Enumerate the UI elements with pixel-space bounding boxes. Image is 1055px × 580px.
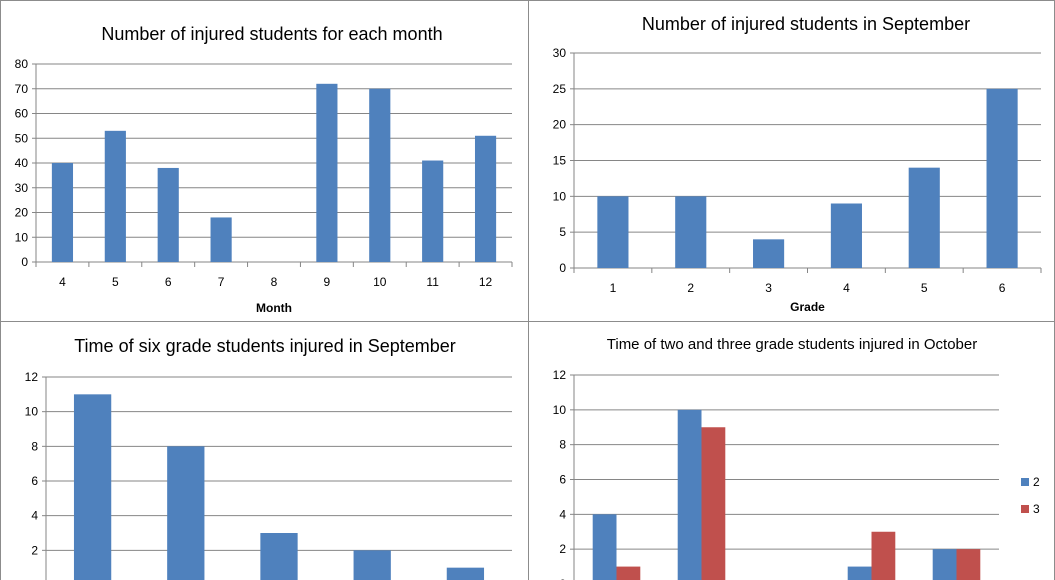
bar xyxy=(353,550,391,580)
bar xyxy=(316,83,338,262)
bar-series-2 xyxy=(677,409,702,580)
x-tick-label: 8 xyxy=(271,275,278,289)
y-tick-label: 15 xyxy=(553,154,567,168)
y-tick-label: 0 xyxy=(31,578,38,580)
y-tick-label: 0 xyxy=(559,577,566,580)
x-axis-label: Month xyxy=(256,301,292,315)
chart-panel-october-time: Time of two and three grade students inj… xyxy=(528,321,1055,580)
bar xyxy=(474,135,497,262)
y-tick-label: 30 xyxy=(553,46,567,60)
bar xyxy=(675,196,707,268)
bar xyxy=(753,239,785,268)
chart-title: Number of injured students in September xyxy=(642,14,970,34)
legend-label: 3 xyxy=(1033,502,1040,516)
legend-swatch xyxy=(1021,478,1029,486)
y-tick-label: 50 xyxy=(15,131,29,145)
y-tick-label: 2 xyxy=(559,542,566,556)
y-tick-label: 8 xyxy=(31,439,38,453)
chart-october-time: Time of two and three grade students inj… xyxy=(553,336,1040,580)
chart-title: Time of six grade students injured in Se… xyxy=(74,336,456,356)
bar xyxy=(369,88,391,262)
y-tick-label: 5 xyxy=(559,225,566,239)
y-tick-label: 30 xyxy=(15,181,29,195)
y-tick-label: 20 xyxy=(15,206,29,220)
x-tick-label: 4 xyxy=(59,275,66,289)
y-tick-label: 6 xyxy=(559,473,566,487)
chart-title: Time of two and three grade students inj… xyxy=(607,336,977,353)
bar xyxy=(422,160,444,262)
bar xyxy=(446,567,485,580)
y-tick-label: 40 xyxy=(15,156,29,170)
x-tick-label: 10 xyxy=(373,275,387,289)
y-tick-label: 0 xyxy=(559,261,566,275)
bar xyxy=(597,196,629,268)
bar xyxy=(260,533,298,580)
x-tick-label: 6 xyxy=(999,281,1006,295)
bar-series-2 xyxy=(592,514,617,580)
chart-panel-september-grade: Number of injured students in September 0… xyxy=(528,0,1055,322)
y-tick-label: 80 xyxy=(15,57,29,71)
bar-series-2 xyxy=(847,566,872,580)
x-tick-label: 11 xyxy=(426,275,439,289)
x-tick-label: 1 xyxy=(610,281,617,295)
bar-series-3 xyxy=(616,566,641,580)
x-tick-label: 12 xyxy=(479,275,493,289)
y-tick-label: 4 xyxy=(559,507,566,521)
bar xyxy=(210,217,232,262)
bar xyxy=(830,203,862,268)
x-tick-label: 3 xyxy=(765,281,772,295)
legend-swatch xyxy=(1021,505,1029,513)
y-tick-label: 10 xyxy=(15,230,29,244)
y-tick-label: 8 xyxy=(559,438,566,452)
y-tick-label: 6 xyxy=(31,474,38,488)
bar xyxy=(51,163,74,262)
y-tick-label: 4 xyxy=(31,509,38,523)
x-tick-label: 2 xyxy=(687,281,694,295)
y-tick-label: 2 xyxy=(31,543,38,557)
bar xyxy=(986,88,1018,268)
y-tick-label: 0 xyxy=(21,255,28,269)
chart-title: Number of injured students for each mont… xyxy=(101,24,442,44)
x-tick-label: 7 xyxy=(218,275,225,289)
y-tick-label: 10 xyxy=(553,403,567,417)
bar xyxy=(73,394,112,580)
y-tick-label: 70 xyxy=(15,82,29,96)
bar-series-2 xyxy=(932,549,957,580)
x-tick-label: 5 xyxy=(112,275,119,289)
chart-panel-six-grade-time: Time of six grade students injured in Se… xyxy=(0,321,529,580)
bar-series-3 xyxy=(701,427,726,580)
chart-panel-monthly: Number of injured students for each mont… xyxy=(0,0,529,322)
bar xyxy=(157,167,179,262)
y-tick-label: 20 xyxy=(553,118,567,132)
x-tick-label: 6 xyxy=(165,275,172,289)
chart-september-grade: Number of injured students in September 0… xyxy=(553,14,1042,314)
y-tick-label: 10 xyxy=(25,405,39,419)
bar-series-3 xyxy=(956,549,981,580)
bar xyxy=(104,130,126,262)
y-tick-label: 60 xyxy=(15,107,29,121)
bar xyxy=(908,167,940,268)
y-tick-label: 10 xyxy=(553,189,567,203)
legend-label: 2 xyxy=(1033,475,1040,489)
y-tick-label: 12 xyxy=(553,368,567,382)
chart-monthly: Number of injured students for each mont… xyxy=(15,24,513,315)
chart-six-grade-time: Time of six grade students injured in Se… xyxy=(25,336,512,580)
x-tick-label: 9 xyxy=(324,275,331,289)
x-axis-label: Grade xyxy=(790,300,825,314)
y-tick-label: 12 xyxy=(25,370,39,384)
bar-series-3 xyxy=(871,531,896,580)
x-tick-label: 5 xyxy=(921,281,928,295)
y-tick-label: 25 xyxy=(553,82,567,96)
bar xyxy=(167,446,205,580)
x-tick-label: 4 xyxy=(843,281,850,295)
